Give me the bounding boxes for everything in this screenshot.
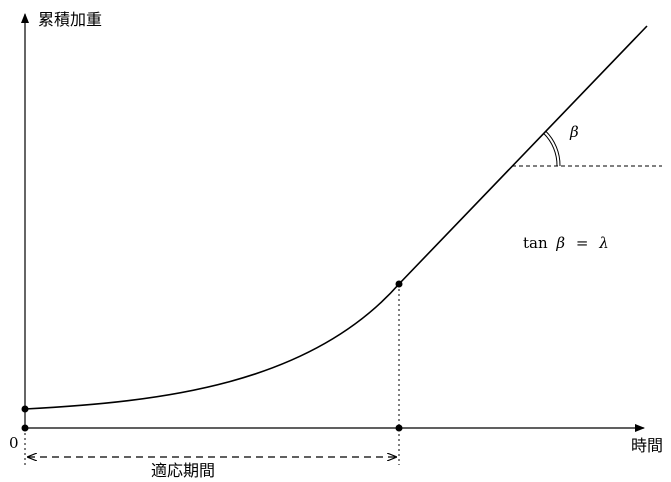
adaptation-period-label: 適応期間 bbox=[151, 461, 215, 480]
x-axis-label: 時間 bbox=[631, 436, 663, 455]
y-axis-label: 累積加重 bbox=[38, 10, 102, 29]
cumulative-load-curve bbox=[24, 25, 648, 410]
slope-relation: tan β = λ bbox=[523, 234, 609, 252]
relation-equals: = bbox=[576, 234, 589, 252]
origin-label: 0 bbox=[9, 434, 19, 452]
angle-arc-outer bbox=[545, 130, 561, 167]
relation-rhs: λ bbox=[598, 234, 609, 252]
adaptation-end-axis-point bbox=[395, 424, 403, 432]
relation-lhs: β bbox=[555, 234, 565, 252]
relation-fn: tan bbox=[523, 234, 548, 252]
angle-arc-inner bbox=[543, 132, 558, 167]
curve-start-point bbox=[21, 405, 29, 413]
angle-label: β bbox=[569, 123, 579, 141]
